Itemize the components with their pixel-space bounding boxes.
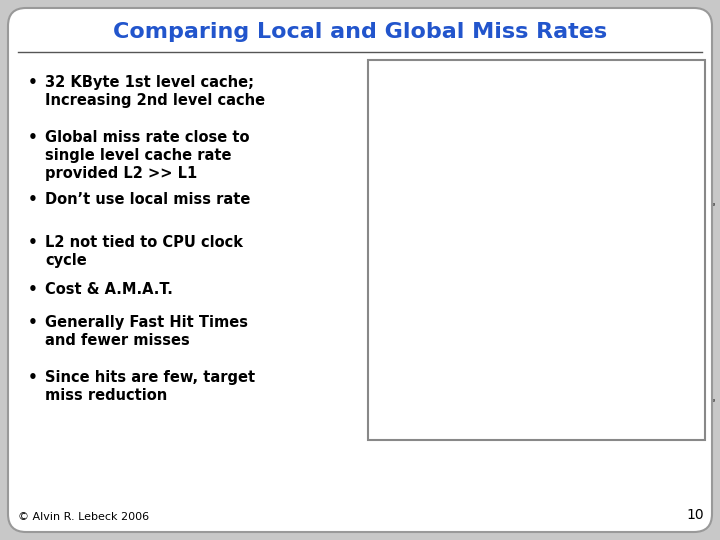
Text: Single-level miss rate
Global miss rate: Single-level miss rate Global miss rate: [658, 397, 715, 409]
Text: Don’t use local miss rate: Don’t use local miss rate: [45, 192, 251, 207]
Text: •: •: [28, 130, 38, 145]
Text: •: •: [28, 282, 38, 297]
Text: 10: 10: [686, 508, 704, 522]
Text: 32 KByte 1st level cache;
Increasing 2nd level cache: 32 KByte 1st level cache; Increasing 2nd…: [45, 75, 265, 108]
X-axis label: (Cache Size(K))   Cache Size: (Cache Size(K)) Cache Size: [471, 447, 570, 453]
Text: Log: Log: [626, 266, 650, 279]
Text: •: •: [28, 192, 38, 207]
Text: Global miss rate close to
single level cache rate
provided L2 >> L1: Global miss rate close to single level c…: [45, 130, 250, 181]
X-axis label: (Cache Size(K))   Cache Size: (Cache Size(K)) Cache Size: [471, 259, 570, 265]
Text: Single-level miss rate
Global miss rate: Single-level miss rate Global miss rate: [658, 202, 715, 213]
Text: L2 not tied to CPU clock
cycle: L2 not tied to CPU clock cycle: [45, 235, 243, 268]
Text: Local miss rate: Local miss rate: [658, 152, 700, 157]
Y-axis label: Miss
Rate: Miss Rate: [351, 161, 365, 172]
Text: •: •: [28, 235, 38, 250]
Text: Local miss rate: Local miss rate: [658, 306, 700, 311]
Text: Cost & A.M.A.T.: Cost & A.M.A.T.: [45, 282, 173, 297]
Text: •: •: [28, 370, 38, 385]
Text: Generally Fast Hit Times
and fewer misses: Generally Fast Hit Times and fewer misse…: [45, 315, 248, 348]
Text: •: •: [28, 75, 38, 90]
Text: © Alvin R. Lebeck 2006: © Alvin R. Lebeck 2006: [18, 512, 149, 522]
Bar: [368, 60, 705, 440]
Text: •: •: [28, 315, 38, 330]
Text: Since hits are few, target
miss reduction: Since hits are few, target miss reductio…: [45, 370, 255, 403]
FancyBboxPatch shape: [8, 8, 712, 532]
Text: Comparing Local and Global Miss Rates: Comparing Local and Global Miss Rates: [113, 22, 607, 42]
Text: Linear: Linear: [608, 76, 650, 89]
Y-axis label: Miss
Rate: Miss Rate: [351, 350, 365, 361]
